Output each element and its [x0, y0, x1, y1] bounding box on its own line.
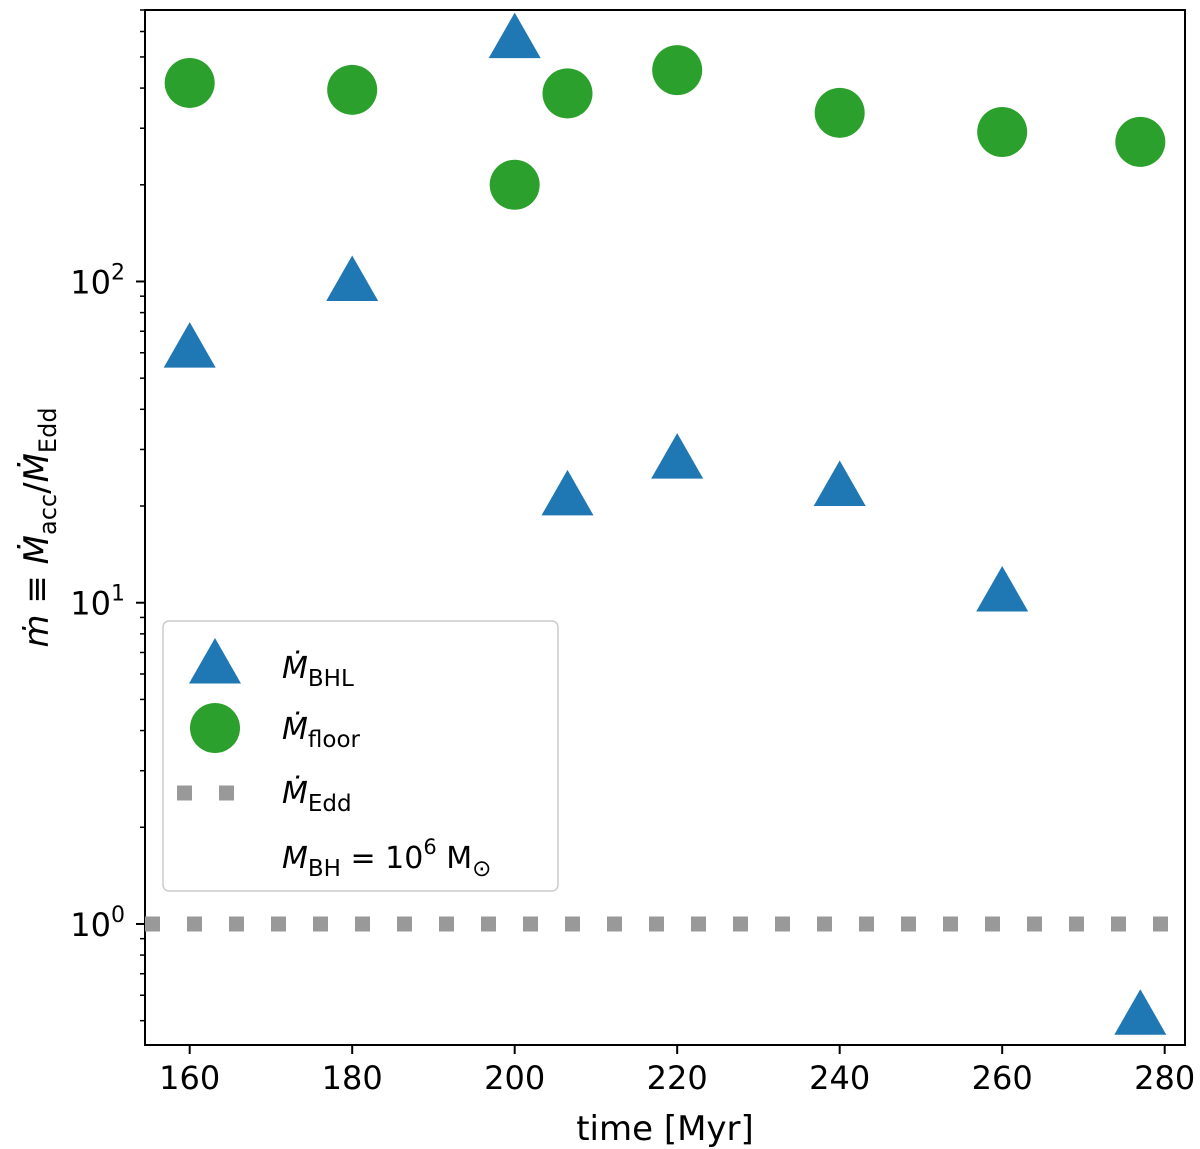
legend-edd-label: ṀEdd [282, 775, 352, 817]
floor-point [327, 64, 378, 115]
legend-floor-label: Ṁfloor [282, 711, 361, 753]
legend-bhl-marker [189, 638, 241, 684]
legend-box [162, 620, 559, 892]
ylabel-mdot: ṁ [17, 614, 57, 647]
bhl-point [1114, 989, 1167, 1035]
x-tick-label: 220 [647, 1059, 708, 1097]
x-tick-label: 160 [159, 1059, 220, 1097]
legend: ṀBHL Ṁfloor ṀEdd MBH = 106 M⊙ [162, 620, 559, 892]
bhl-point [813, 460, 866, 507]
y-tick-label: 100 [70, 903, 125, 944]
floor-point [652, 45, 703, 96]
x-tick-label: 260 [972, 1059, 1033, 1097]
floor-point [164, 57, 215, 108]
floor-point [489, 159, 540, 210]
x-tick-label: 240 [809, 1059, 870, 1097]
ylabel-edd-sub: Edd [34, 407, 62, 453]
axis-ticks: 160 180 200 220 240 260 280 100 101 102 [70, 9, 1195, 1097]
ylabel-acc-sub: acc [34, 494, 62, 535]
legend-bhl-label: ṀBHL [282, 650, 354, 692]
legend-floor-marker [190, 703, 240, 753]
series-marks [163, 12, 1167, 1035]
floor-point [977, 106, 1028, 157]
bhl-point [163, 322, 216, 368]
bhl-point [488, 12, 541, 59]
bhl-point [541, 469, 594, 516]
ylabel-equiv: ≡ [17, 564, 57, 614]
x-axis-label: time [Myr] [576, 1109, 754, 1149]
x-tick-label: 180 [322, 1059, 383, 1097]
bhl-point [326, 255, 379, 301]
floor-point [1115, 116, 1166, 167]
ylabel-medd: Ṁ [17, 453, 57, 482]
bhl-point [651, 433, 704, 479]
floor-point [814, 87, 865, 138]
ylabel-macc: Ṁ [17, 535, 57, 564]
y-tick-label: 101 [70, 582, 125, 623]
y-axis-label: ṁ ≡ Ṁacc/ṀEdd [17, 407, 62, 647]
x-tick-label: 280 [1134, 1059, 1195, 1097]
bhl-point [976, 565, 1029, 612]
y-tick-label: 102 [70, 260, 125, 301]
plot-frame [144, 9, 1186, 1046]
ylabel-slash: / [17, 482, 57, 494]
x-tick-label: 200 [484, 1059, 545, 1097]
legend-mbh-note: MBH = 106 M⊙ [282, 835, 491, 882]
floor-point [542, 68, 593, 119]
y-axis-label-text: ṁ ≡ Ṁacc/ṀEdd [17, 407, 62, 647]
